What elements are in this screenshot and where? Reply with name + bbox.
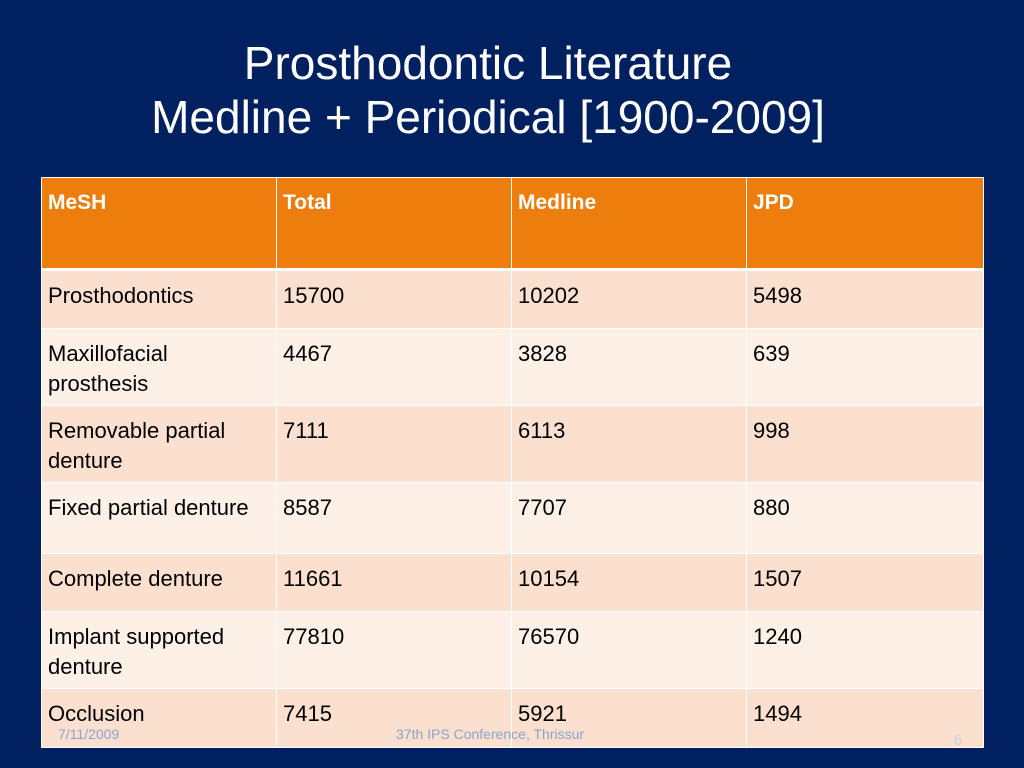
table-row: Maxillofacial prosthesis 4467 3828 639 — [41, 328, 984, 406]
column-header-mesh: MeSH — [41, 177, 277, 271]
table-row: Complete denture 11661 10154 1507 — [41, 553, 984, 612]
table-header-row: MeSH Total Medline JPD — [41, 177, 984, 271]
cell-mesh: Maxillofacial prosthesis — [41, 328, 277, 406]
cell-mesh: Fixed partial denture — [41, 482, 277, 554]
cell-medline: 10154 — [511, 553, 747, 612]
cell-total: 77810 — [276, 611, 512, 689]
cell-total: 15700 — [276, 269, 512, 329]
cell-total: 11661 — [276, 553, 512, 612]
table-row: Fixed partial denture 8587 7707 880 — [41, 482, 984, 554]
column-header-total: Total — [276, 177, 512, 271]
footer-conference: 37th IPS Conference, Thrissur — [396, 726, 585, 742]
cell-medline: 10202 — [511, 269, 747, 329]
cell-mesh: Removable partial denture — [41, 405, 277, 483]
cell-medline: 3828 — [511, 328, 747, 406]
cell-jpd: 1494 — [746, 688, 984, 748]
column-header-medline: Medline — [511, 177, 747, 271]
cell-jpd: 998 — [746, 405, 984, 483]
table-row: Removable partial denture 7111 6113 998 — [41, 405, 984, 483]
table-row: Implant supported denture 77810 76570 12… — [41, 611, 984, 689]
cell-total: 4467 — [276, 328, 512, 406]
cell-medline: 6113 — [511, 405, 747, 483]
data-table: MeSH Total Medline JPD Prosthodontics 15… — [41, 177, 984, 748]
cell-medline: 7707 — [511, 482, 747, 554]
title-line-1: Prosthodontic Literature — [243, 37, 733, 89]
table-row: Prosthodontics 15700 10202 5498 — [41, 269, 984, 329]
slide-title: Prosthodontic Literature Medline + Perio… — [0, 36, 976, 144]
cell-total: 7111 — [276, 405, 512, 483]
cell-jpd: 880 — [746, 482, 984, 554]
table-row: Occlusion 7415 5921 1494 — [41, 688, 984, 748]
slide-number: 6 — [953, 732, 962, 749]
cell-mesh: Complete denture — [41, 553, 277, 612]
column-header-jpd: JPD — [746, 177, 984, 271]
footer-date: 7/11/2009 — [58, 726, 120, 742]
cell-jpd: 1507 — [746, 553, 984, 612]
cell-jpd: 5498 — [746, 269, 984, 329]
cell-mesh: Occlusion — [41, 688, 277, 748]
cell-medline: 76570 — [511, 611, 747, 689]
cell-total: 7415 — [276, 688, 512, 748]
cell-mesh: Implant supported denture — [41, 611, 277, 689]
title-line-2: Medline + Periodical [1900-2009] — [151, 91, 825, 143]
cell-jpd: 1240 — [746, 611, 984, 689]
cell-medline: 5921 — [511, 688, 747, 748]
cell-jpd: 639 — [746, 328, 984, 406]
cell-mesh: Prosthodontics — [41, 269, 277, 329]
cell-total: 8587 — [276, 482, 512, 554]
